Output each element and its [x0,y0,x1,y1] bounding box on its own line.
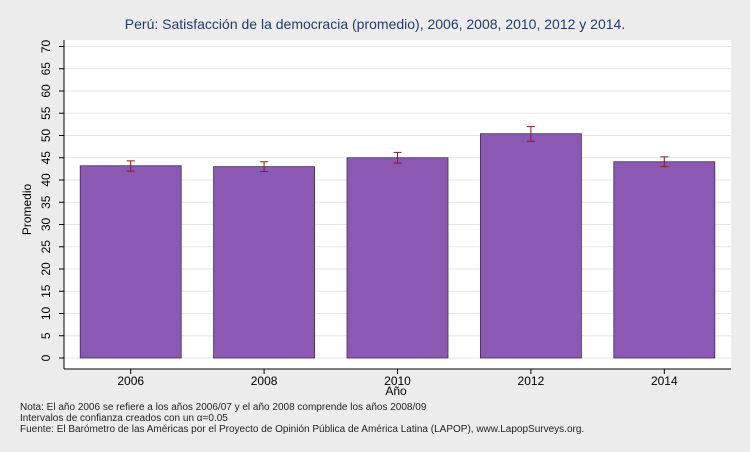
bar-2006 [79,165,182,359]
bar-2012 [479,133,582,359]
y-tick-label: 20 [39,262,53,276]
y-tick-label: 5 [39,332,53,339]
footnote-source: Fuente: El Barómetro de las Américas por… [20,424,585,435]
footnote-note: Nota: El año 2006 se refiere a los años … [20,402,427,413]
x-axis-title: Año [385,384,407,398]
y-tick-label: 30 [39,218,53,232]
y-tick-label: 65 [39,62,53,76]
y-axis-title: Promedio [20,183,34,235]
y-tick-label: 10 [39,307,53,321]
y-tick-label: 55 [39,106,53,120]
y-tick-label: 70 [39,40,53,54]
x-tick-label-2014: 2014 [651,374,678,388]
y-tick-label: 0 [39,354,53,361]
x-tick-label-2010: 2010 [384,374,411,388]
y-tick-label: 25 [39,240,53,254]
y-tick-label: 50 [39,129,53,143]
bar-2010 [346,157,449,359]
bar-2014 [613,161,716,359]
x-tick-label-2012: 2012 [518,374,545,388]
footnote-confidence: Intervalos de confianza creados con un α… [20,413,228,424]
y-tick-label: 35 [39,195,53,209]
bar-2008 [213,166,316,359]
y-tick-label: 60 [39,84,53,98]
y-tick-label: 40 [39,173,53,187]
x-tick-label-2006: 2006 [117,374,144,388]
chart-title: Perú: Satisfacción de la democracia (pro… [124,16,626,32]
x-tick-label-2008: 2008 [251,374,278,388]
y-tick-label: 15 [39,284,53,298]
y-tick-label: 45 [39,151,53,165]
